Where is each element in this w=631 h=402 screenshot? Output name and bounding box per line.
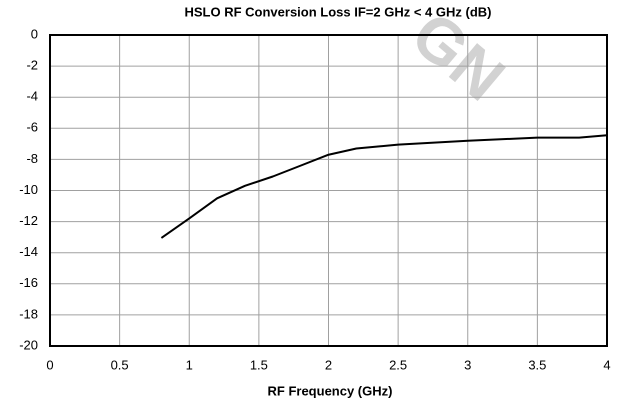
chart-title: HSLO RF Conversion Loss IF=2 GHz < 4 GHz… (185, 4, 492, 19)
x-tick-label: 1 (186, 357, 193, 372)
x-tick-label: 1.5 (250, 357, 268, 372)
data-line (160, 134, 608, 239)
y-tick-label: 0 (31, 26, 38, 41)
y-tick-label: -4 (26, 89, 38, 104)
x-tick-label: 2 (325, 357, 332, 372)
x-tick-label: 0.5 (111, 357, 129, 372)
y-tick-label: -2 (26, 58, 38, 73)
y-tick-label: -20 (19, 337, 38, 352)
y-tick-label: -18 (19, 306, 38, 321)
x-tick-label: 3.5 (528, 357, 546, 372)
y-tick-label: -16 (19, 275, 38, 290)
x-axis-label: RF Frequency (GHz) (268, 383, 393, 398)
x-tick-label: 4 (603, 357, 610, 372)
y-tick-label: -6 (26, 120, 38, 135)
y-tick-label: -8 (26, 151, 38, 166)
x-tick-label: 2.5 (389, 357, 407, 372)
x-tick-label: 0 (46, 357, 53, 372)
x-tick-label: 3 (464, 357, 471, 372)
y-tick-label: -10 (19, 182, 38, 197)
plot-frame (49, 34, 608, 347)
y-tick-label: -12 (19, 213, 38, 228)
y-tick-label: -14 (19, 244, 38, 259)
